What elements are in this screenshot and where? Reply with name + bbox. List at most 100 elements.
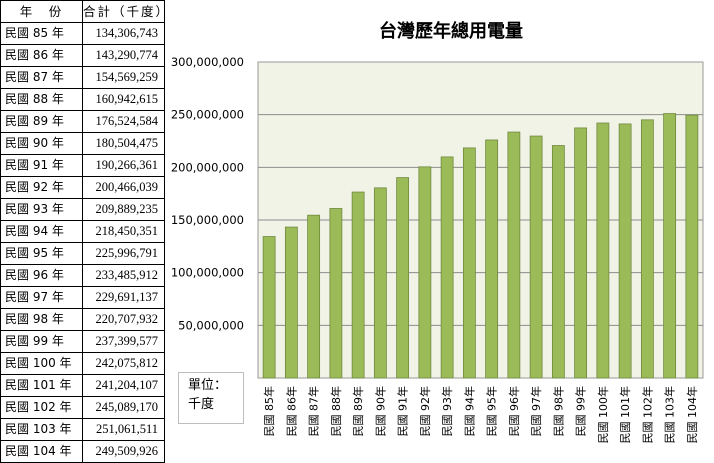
bar [440, 156, 454, 379]
bar [663, 113, 677, 379]
row-total: 190,266,361 [82, 154, 165, 177]
row-total: 233,485,912 [82, 264, 165, 287]
bar [329, 208, 343, 379]
row-total: 134,306,743 [82, 22, 165, 45]
bar [640, 119, 654, 379]
y-tick-label: 250,000,000 [171, 108, 244, 122]
row-year: 民國 97 年 [0, 286, 83, 309]
x-tick-label: 民國 98年 [551, 386, 565, 437]
table-row: 民國 104 年 249,509,926 [0, 440, 165, 463]
row-year: 民國 88 年 [0, 88, 83, 111]
data-table-panel: 年 份 合計（千度） 民國 85 年 134,306,743 民國 86 年 143,… [0, 0, 166, 463]
row-total: 143,290,774 [82, 44, 165, 67]
row-year: 民國 103 年 [0, 418, 83, 441]
y-tick-label: 50,000,000 [178, 318, 244, 332]
row-year: 民國 86 年 [0, 44, 83, 67]
row-year: 民國 99 年 [0, 330, 83, 353]
bar [284, 226, 298, 379]
row-total: 251,061,511 [82, 418, 165, 441]
x-tick-label: 民國 97年 [529, 386, 543, 437]
row-total: 237,399,577 [82, 330, 165, 353]
table-header-row: 年 份 合計（千度） [0, 0, 165, 23]
bar [373, 187, 387, 379]
table-row: 民國 91 年 190,266,361 [0, 154, 165, 177]
table-row: 民國 86 年 143,290,774 [0, 44, 165, 67]
row-total: 242,075,812 [82, 352, 165, 375]
bar [262, 236, 276, 379]
x-tick-label: 民國 101年 [618, 386, 632, 444]
x-tick-label: 民國 92年 [418, 386, 432, 437]
row-year: 民國 104 年 [0, 440, 83, 463]
bar [596, 122, 610, 379]
x-tick-label: 民國 85年 [262, 386, 276, 437]
table-row: 民國 92 年 200,466,039 [0, 176, 165, 199]
unit-box: 單位： 千度 [178, 372, 244, 424]
bar [307, 214, 321, 379]
table-row: 民國 94 年 218,450,351 [0, 220, 165, 243]
header-year: 年 份 [0, 0, 83, 23]
x-tick-label: 民國 99年 [574, 386, 588, 437]
table-row: 民國 102 年 245,089,170 [0, 396, 165, 419]
x-tick-label: 民國 89年 [351, 386, 365, 437]
table-row: 民國 95 年 225,996,791 [0, 242, 165, 265]
row-total: 245,089,170 [82, 396, 165, 419]
table-row: 民國 85 年 134,306,743 [0, 22, 165, 45]
unit-label: 單位： [188, 378, 228, 393]
x-tick-label: 民國 90年 [373, 386, 387, 437]
y-tick-label: 150,000,000 [171, 213, 244, 227]
table-row: 民國 90 年 180,504,475 [0, 132, 165, 155]
row-year: 民國 96 年 [0, 264, 83, 287]
row-year: 民國 91 年 [0, 154, 83, 177]
row-year: 民國 85 年 [0, 22, 83, 45]
bar [485, 139, 499, 379]
data-table: 年 份 合計（千度） 民國 85 年 134,306,743 民國 86 年 143,… [0, 0, 165, 463]
row-total: 249,509,926 [82, 440, 165, 463]
bar [507, 131, 521, 379]
x-tick-label: 民國 100年 [596, 386, 610, 444]
table-row: 民國 87 年 154,569,259 [0, 66, 165, 89]
bar [396, 177, 410, 379]
table-row: 民國 89 年 176,524,584 [0, 110, 165, 133]
y-tick-label: 300,000,000 [171, 55, 244, 69]
bar-chart: 台灣歷年總用電量 50,000,000 100,000,000 150,000,000… [171, 20, 704, 444]
table-row: 民國 99 年 237,399,577 [0, 330, 165, 353]
chart-title: 台灣歷年總用電量 [379, 20, 523, 42]
x-tick-label: 民國 94年 [462, 386, 476, 437]
bar [351, 191, 365, 379]
bar [418, 166, 432, 379]
y-tick-label: 100,000,000 [171, 266, 244, 280]
table-row: 民國 88 年 160,942,615 [0, 88, 165, 111]
row-total: 218,450,351 [82, 220, 165, 243]
bar [685, 114, 699, 379]
table-row: 民國 93 年 209,889,235 [0, 198, 165, 221]
row-year: 民國 87 年 [0, 66, 83, 89]
bar [462, 147, 476, 379]
bar [551, 145, 565, 379]
row-year: 民國 92 年 [0, 176, 83, 199]
table-row: 民國 103 年 251,061,511 [0, 418, 165, 441]
table-row: 民國 101 年 241,204,107 [0, 374, 165, 397]
row-total: 220,707,932 [82, 308, 165, 331]
table-row: 民國 97 年 229,691,137 [0, 286, 165, 309]
y-tick-label: 200,000,000 [171, 160, 244, 174]
row-total: 154,569,259 [82, 66, 165, 89]
row-year: 民國 98 年 [0, 308, 83, 331]
row-total: 160,942,615 [82, 88, 165, 111]
x-tick-label: 民國 86年 [284, 386, 298, 437]
x-tick-label: 民國 96年 [507, 386, 521, 437]
row-year: 民國 100 年 [0, 352, 83, 375]
bar [529, 135, 543, 379]
table-row: 民國 100 年 242,075,812 [0, 352, 165, 375]
x-tick-label: 民國 103年 [663, 386, 677, 444]
x-tick-label: 民國 87年 [307, 386, 321, 437]
header-total: 合計（千度） [82, 0, 165, 23]
row-year: 民國 101 年 [0, 374, 83, 397]
row-year: 民國 93 年 [0, 198, 83, 221]
chart-area: 台灣歷年總用電量 50,000,000 100,000,000 150,000,000… [166, 0, 714, 460]
table-row: 民國 96 年 233,485,912 [0, 264, 165, 287]
x-tick-label: 民國 95年 [485, 386, 499, 437]
bar [574, 127, 588, 379]
row-year: 民國 89 年 [0, 110, 83, 133]
x-tick-label: 民國 91年 [396, 386, 410, 437]
x-tick-label: 民國 102年 [640, 386, 654, 444]
